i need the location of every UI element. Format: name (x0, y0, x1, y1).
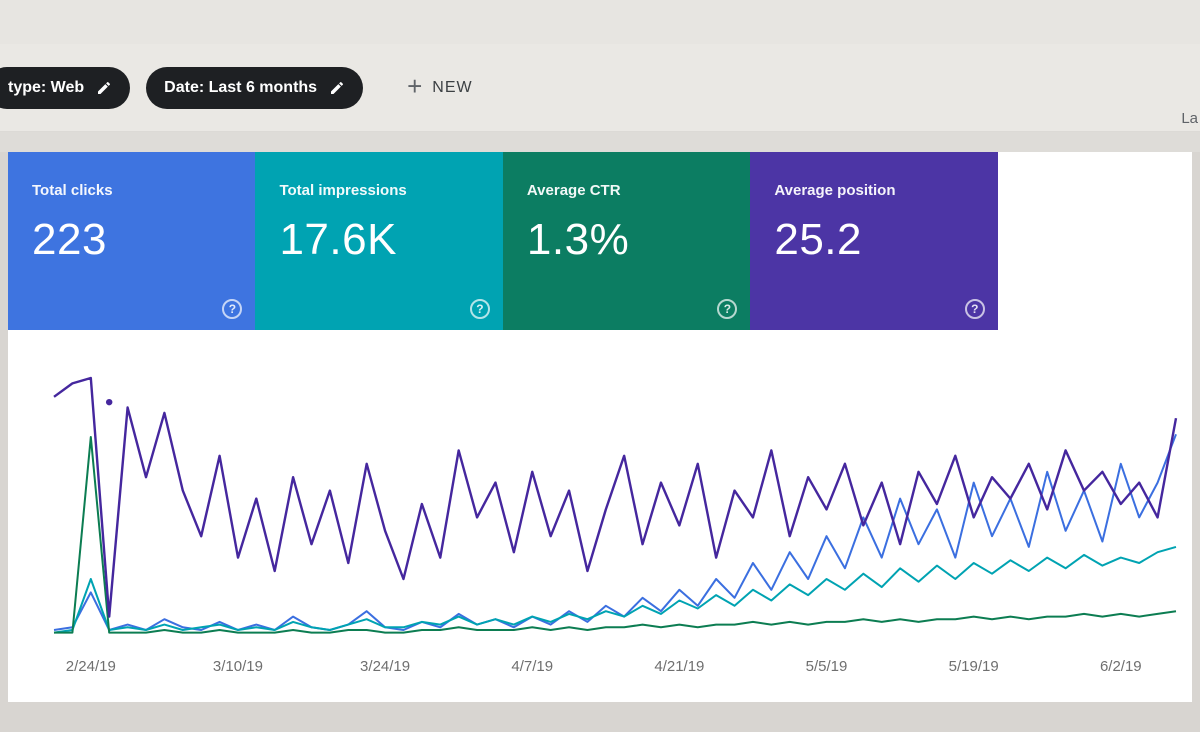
x-axis-label: 5/5/19 (805, 658, 848, 675)
performance-panel: Total clicks 223 ? Total impressions 17.… (8, 152, 1192, 702)
help-icon[interactable]: ? (469, 299, 490, 319)
metric-card-label: Total impressions (279, 182, 407, 199)
performance-chart[interactable]: 2/24/19 3/10/19 3/24/19 4/7/19 4/21/19 5/5/19… (8, 330, 1192, 684)
window-chrome-top (0, 0, 1200, 44)
series-line-ctr (54, 436, 1177, 634)
metric-card-value: 25.2 (774, 215, 862, 264)
edit-pencil-icon[interactable] (96, 80, 112, 96)
help-icon[interactable]: ? (964, 299, 985, 319)
x-axis-label: 5/19/19 (948, 658, 999, 675)
filter-chip-label: Date: Last 6 months (164, 78, 318, 96)
metric-cards-row: Total clicks 223 ? Total impressions 17.… (8, 152, 998, 330)
help-glyph: ? (228, 302, 237, 316)
filter-chip-label: type: Web (8, 78, 85, 96)
help-glyph: ? (476, 302, 484, 316)
metric-card-average-position[interactable]: Average position 25.2 ? (750, 152, 998, 330)
help-icon[interactable]: ? (222, 299, 243, 319)
x-axis-label: 6/2/19 (1099, 658, 1142, 675)
x-axis-label: 3/24/19 (360, 658, 411, 675)
metric-card-value: 223 (32, 215, 107, 264)
toolbar-divider (0, 132, 1200, 152)
series-line-clicks (53, 433, 1177, 631)
help-icon[interactable]: ? (717, 299, 738, 319)
help-glyph: ? (971, 302, 979, 316)
help-glyph: ? (723, 302, 732, 316)
metric-card-value: 17.6K (279, 215, 397, 264)
new-filter-button[interactable]: + NEW (407, 71, 473, 101)
outlier-point (105, 398, 113, 406)
filter-chip-search-type[interactable]: type: Web (0, 66, 131, 109)
filter-bar: type: Web Date: Last 6 months + NEW La (0, 44, 1200, 132)
x-axis-label: 2/24/19 (65, 658, 116, 675)
edit-pencil-icon[interactable] (329, 80, 345, 96)
plus-icon: + (407, 71, 423, 101)
metric-card-value: 1.3% (526, 215, 630, 264)
series-line-average-position (53, 376, 1178, 618)
new-filter-label: NEW (432, 78, 473, 96)
x-axis-label: 4/21/19 (654, 658, 705, 675)
metric-card-label: Average CTR (526, 182, 621, 199)
series-line-impressions (53, 545, 1177, 634)
x-axis: 2/24/19 3/10/19 3/24/19 4/7/19 4/21/19 5/5/19… (52, 650, 1178, 684)
metric-card-average-ctr[interactable]: Average CTR 1.3% ? (502, 152, 751, 330)
metric-card-label: Total clicks (32, 182, 113, 199)
truncated-right-text: La (1181, 110, 1198, 127)
metric-card-total-impressions[interactable]: Total impressions 17.6K ? (255, 152, 503, 330)
x-axis-label: 4/7/19 (511, 658, 554, 675)
chart-canvas[interactable] (52, 358, 1178, 648)
metric-card-label: Average position (774, 182, 896, 199)
x-axis-label: 3/10/19 (212, 658, 263, 675)
filter-chip-date[interactable]: Date: Last 6 months (146, 66, 364, 109)
metric-card-total-clicks[interactable]: Total clicks 223 ? (8, 152, 256, 330)
